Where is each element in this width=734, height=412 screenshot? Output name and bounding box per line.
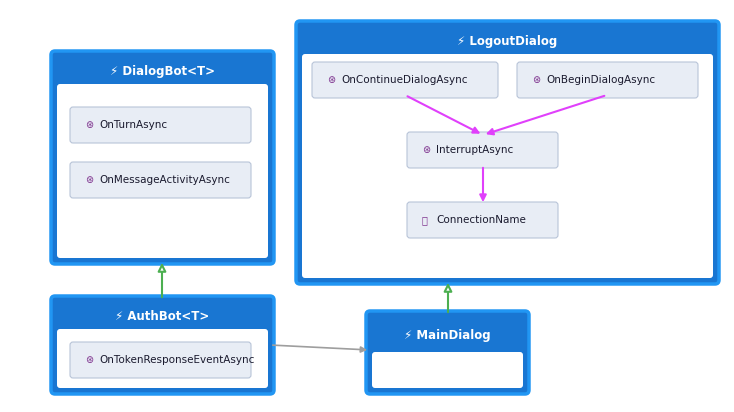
FancyBboxPatch shape [296, 21, 719, 284]
FancyBboxPatch shape [407, 202, 558, 238]
Text: ⊛: ⊛ [422, 145, 430, 155]
Text: OnContinueDialogAsync: OnContinueDialogAsync [341, 75, 468, 85]
FancyBboxPatch shape [57, 329, 268, 388]
FancyBboxPatch shape [372, 352, 523, 388]
FancyBboxPatch shape [70, 342, 251, 378]
Text: ⚡ MainDialog: ⚡ MainDialog [404, 328, 491, 342]
FancyBboxPatch shape [407, 132, 558, 168]
Text: 🔧: 🔧 [422, 215, 428, 225]
FancyBboxPatch shape [302, 54, 713, 278]
FancyBboxPatch shape [366, 311, 529, 394]
Text: OnBeginDialogAsync: OnBeginDialogAsync [546, 75, 655, 85]
FancyBboxPatch shape [70, 107, 251, 143]
FancyBboxPatch shape [312, 62, 498, 98]
FancyBboxPatch shape [70, 162, 251, 198]
Text: ⚡ AuthBot<T>: ⚡ AuthBot<T> [115, 309, 210, 323]
Text: ⊛: ⊛ [327, 75, 335, 85]
Text: ⊛: ⊛ [85, 175, 93, 185]
FancyBboxPatch shape [51, 51, 274, 264]
FancyBboxPatch shape [517, 62, 698, 98]
Text: ⊛: ⊛ [85, 120, 93, 130]
Text: ⚡ LogoutDialog: ⚡ LogoutDialog [457, 35, 558, 47]
Text: ⚡ DialogBot<T>: ⚡ DialogBot<T> [110, 65, 215, 77]
FancyBboxPatch shape [57, 84, 268, 258]
Text: ⊛: ⊛ [85, 355, 93, 365]
FancyBboxPatch shape [51, 296, 274, 394]
Text: ConnectionName: ConnectionName [436, 215, 526, 225]
Text: ⊛: ⊛ [532, 75, 540, 85]
Text: OnTokenResponseEventAsync: OnTokenResponseEventAsync [99, 355, 255, 365]
Text: InterruptAsync: InterruptAsync [436, 145, 513, 155]
Text: OnTurnAsync: OnTurnAsync [99, 120, 167, 130]
Text: OnMessageActivityAsync: OnMessageActivityAsync [99, 175, 230, 185]
